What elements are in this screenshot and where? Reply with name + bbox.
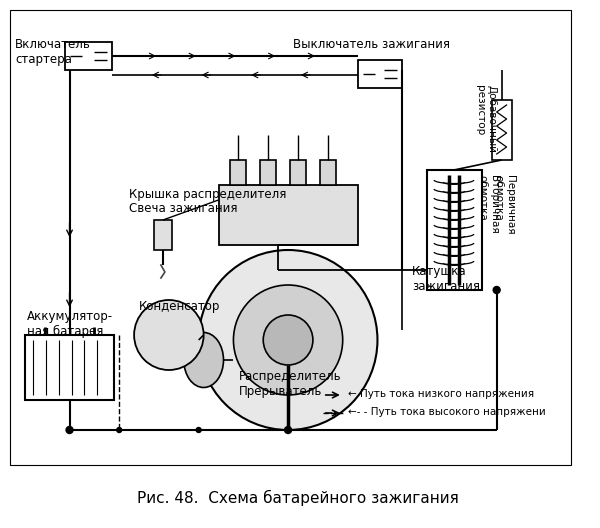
Bar: [10, 10, 571, 465]
Circle shape: [117, 428, 122, 432]
Text: Конденсатор: Конденсатор: [139, 300, 220, 313]
Ellipse shape: [184, 333, 224, 388]
Circle shape: [286, 428, 290, 432]
Circle shape: [196, 428, 201, 432]
Bar: [427, 170, 482, 290]
Bar: [290, 160, 306, 185]
Text: Включатель
стартера: Включатель стартера: [15, 38, 91, 66]
Bar: [358, 60, 403, 88]
Bar: [25, 335, 114, 400]
Text: Аккумулятор-
ная батарея: Аккумулятор- ная батарея: [27, 310, 113, 338]
Text: Выключатель зажигания: Выключатель зажигания: [293, 38, 450, 51]
Text: Первичная
обмотка: Первичная обмотка: [493, 175, 515, 234]
Circle shape: [263, 315, 313, 365]
Text: Прерыватель: Прерыватель: [238, 385, 322, 398]
Circle shape: [66, 427, 73, 433]
Circle shape: [134, 300, 203, 370]
Text: Вторичная
обмотка: Вторичная обмотка: [477, 175, 499, 234]
Text: Добавочный
резистор: Добавочный резистор: [475, 85, 497, 153]
Circle shape: [284, 427, 292, 433]
Text: Рис. 48.  Схема батарейного зажигания: Рис. 48. Схема батарейного зажигания: [137, 490, 459, 506]
Bar: [260, 160, 276, 185]
Bar: [65, 42, 112, 70]
Bar: [154, 220, 172, 250]
Text: Крышка распределителя: Крышка распределителя: [129, 188, 287, 201]
Text: ←- - Путь тока высокого напряжени: ←- - Путь тока высокого напряжени: [347, 407, 545, 417]
Bar: [230, 160, 247, 185]
Text: Распределитель: Распределитель: [238, 370, 341, 383]
Text: ← Путь тока низкого напряжения: ← Путь тока низкого напряжения: [347, 389, 534, 399]
Circle shape: [233, 285, 343, 395]
Circle shape: [199, 250, 377, 430]
Bar: [320, 160, 336, 185]
Circle shape: [493, 287, 500, 294]
Bar: [492, 100, 512, 160]
Text: Катушка
зажигания: Катушка зажигания: [412, 265, 480, 293]
Bar: [218, 185, 358, 245]
Text: Свеча зажигания: Свеча зажигания: [129, 202, 238, 215]
